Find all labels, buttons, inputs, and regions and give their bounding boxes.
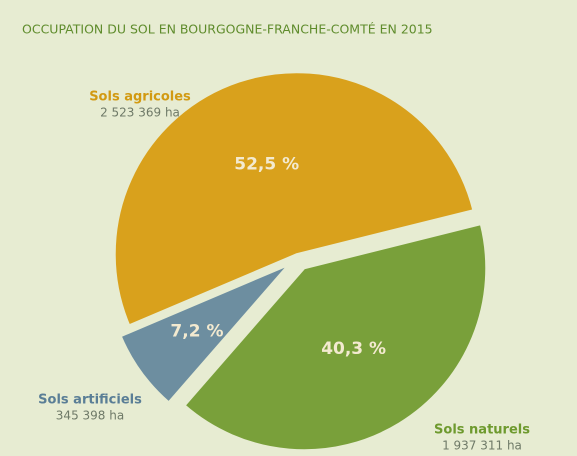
chart: OCCUPATION DU SOL EN BOURGOGNE-FRANCHE-C… [0, 0, 577, 456]
area-label: 2 523 369 ha [100, 106, 180, 120]
value-label: 52,5 % [234, 154, 299, 174]
area-label: 1 937 311 ha [442, 439, 522, 453]
value-label: 40,3 % [321, 339, 386, 359]
value-label: 7,2 % [170, 321, 223, 341]
area-label: 345 398 ha [56, 409, 124, 423]
chart-title: OCCUPATION DU SOL EN BOURGOGNE-FRANCHE-C… [22, 22, 433, 37]
category-label: Sols artificiels [38, 393, 142, 408]
category-label: Sols agricoles [89, 90, 191, 105]
category-label: Sols naturels [434, 423, 530, 438]
